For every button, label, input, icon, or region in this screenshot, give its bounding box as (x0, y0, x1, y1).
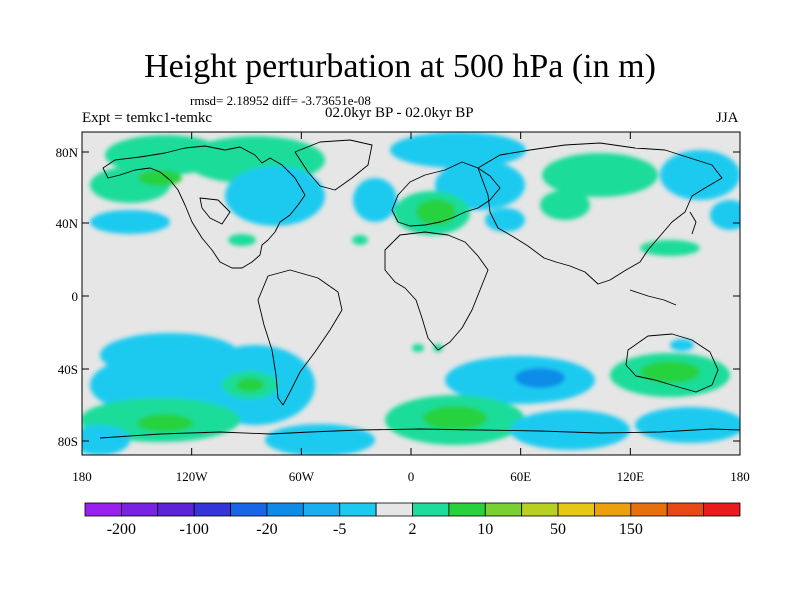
coastline-antarctica (99, 428, 740, 439)
contour-region (542, 153, 658, 197)
contour-region (640, 240, 700, 256)
coastline-africa (384, 231, 489, 351)
contour-region (353, 178, 397, 222)
contour-region (82, 425, 130, 455)
colorbar-label: -200 (107, 521, 136, 538)
colorbar-swatch (157, 502, 195, 517)
coastlines (99, 139, 740, 439)
contour-region (138, 170, 182, 186)
lon-label: 180 (72, 469, 92, 484)
contour-region (90, 210, 170, 234)
lon-label: 120W (176, 469, 209, 484)
colorbar-swatch (703, 502, 741, 517)
coastline-asia (477, 142, 723, 285)
map-panel (82, 132, 740, 455)
colorbar-swatch (193, 502, 231, 517)
colorbar-swatch (266, 502, 304, 517)
lat-label: 40S (58, 362, 78, 377)
colorbar-swatch (521, 502, 559, 517)
colorbar-label: 10 (477, 521, 493, 538)
contour-region (423, 406, 487, 430)
coastline-europe (391, 161, 501, 227)
plot-title: Height perturbation at 500 hPa (in m) (144, 48, 656, 85)
colorbar-label: 2 (409, 521, 417, 538)
colorbar-swatch (302, 502, 341, 517)
colorbar-swatch (375, 502, 413, 517)
lat-label: 80S (58, 434, 78, 449)
lon-label: 120E (617, 469, 645, 484)
coastline-greenland (294, 139, 373, 191)
colorbar-label: 150 (619, 521, 643, 538)
season-label: JJA (716, 110, 739, 126)
colorbar-label: -20 (256, 521, 277, 538)
contour-region (433, 344, 443, 352)
coastline-indonesia (629, 289, 677, 306)
contour-region (236, 378, 264, 392)
colorbar-label: -100 (180, 521, 209, 538)
colorbar-swatch (339, 502, 377, 517)
contour-region (265, 424, 375, 455)
colorbar-swatch (557, 502, 595, 517)
lon-label: 180 (730, 469, 750, 484)
lon-label: 60W (289, 469, 315, 484)
colorbar-swatch (448, 502, 486, 517)
colorbar-swatch (594, 502, 632, 517)
contour-region (540, 190, 590, 220)
map-axes: 80N 40N 0 40S 80S 180 120W 60W 0 60E 120E 180 (56, 132, 750, 484)
coastline-north-america (102, 145, 306, 269)
rmsd-diff-stats: rmsd= 2.18952 diff= -3.73651e-08 (190, 93, 371, 108)
contour-region (137, 414, 193, 432)
contour-region (515, 368, 565, 388)
coastline-south-america (257, 269, 343, 406)
colorbar-swatch (412, 502, 450, 517)
contour-region (225, 166, 325, 226)
colorbar-swatch (666, 502, 705, 517)
colorbar-swatch (484, 502, 523, 517)
lat-label: 0 (72, 289, 79, 304)
contour-region (635, 407, 740, 443)
contour-fills (82, 132, 740, 455)
colorbar-swatch (230, 502, 268, 517)
contour-region (390, 132, 526, 168)
contour-region (510, 410, 630, 450)
coastline-japan (689, 211, 697, 235)
lon-label: 0 (408, 469, 415, 484)
colorbar: -200 -100 -20 -5 2 10 50 150 (84, 502, 741, 538)
contour-region (660, 150, 740, 200)
colorbar-swatch (84, 502, 122, 517)
lon-label: 60E (510, 469, 531, 484)
contour-region (352, 235, 368, 245)
colorbar-label: 50 (550, 521, 566, 538)
contour-region (228, 234, 256, 246)
contour-region (485, 208, 525, 232)
colorbar-swatch (120, 502, 159, 517)
contour-region (640, 361, 700, 383)
contour-region (710, 200, 740, 230)
contour-region (416, 199, 456, 225)
lat-label: 80N (56, 145, 79, 160)
colorbar-swatch (630, 502, 668, 517)
experiment-label: Expt = temkc1-temkc (82, 110, 213, 126)
coastline-hudson-bay (199, 197, 231, 225)
coastline-australia (625, 333, 719, 393)
contour-region (412, 344, 424, 352)
time-period-subtitle: 02.0kyr BP - 02.0kyr BP (325, 105, 474, 121)
contour-region (670, 339, 694, 351)
lat-label: 40N (56, 216, 79, 231)
colorbar-label: -5 (333, 521, 346, 538)
